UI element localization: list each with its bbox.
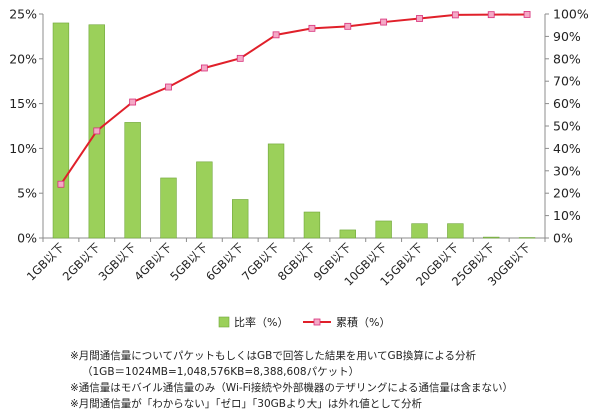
bar <box>267 143 285 239</box>
x-tick-label: 2GB以下 <box>60 240 103 283</box>
bar <box>232 199 249 239</box>
x-tick-labels: 1GB以下2GB以下3GB以下4GB以下5GB以下6GB以下7GB以下8GB以下… <box>24 240 533 288</box>
bar <box>160 177 177 239</box>
x-tick-label: 3GB以下 <box>96 240 139 283</box>
line-point <box>129 98 137 106</box>
line-point <box>451 11 459 19</box>
bar <box>303 211 321 239</box>
bar <box>518 237 536 239</box>
legend-line-label: 累積（%） <box>336 315 390 329</box>
bar <box>52 22 70 239</box>
y-right-tick-label: 20% <box>553 186 581 201</box>
y-left-tick-label: 15% <box>9 96 37 111</box>
y-right-tick-label: 30% <box>553 163 581 178</box>
y-left-tick-label: 5% <box>17 186 37 201</box>
bar-series <box>52 22 536 239</box>
x-tick-label: 5GB以下 <box>167 240 210 283</box>
legend-line-marker <box>313 318 321 326</box>
footnotes: ※月間通信量についてパケットもしくはGBで回答した結果を用いてGB換算による分析… <box>70 348 595 412</box>
bar <box>483 236 500 239</box>
y-right-tick-label: 0% <box>553 231 573 246</box>
line-point <box>344 22 352 30</box>
line-point <box>380 18 388 26</box>
line-point <box>165 83 172 91</box>
line-point <box>200 64 208 72</box>
bar <box>196 161 213 239</box>
y-right-tick-label: 40% <box>553 141 581 156</box>
x-tick-label: 4GB以下 <box>131 240 174 283</box>
line-point <box>93 127 101 135</box>
bar <box>375 220 392 239</box>
y-right-tick-label: 70% <box>553 74 581 89</box>
line-point <box>487 11 495 19</box>
line-point <box>416 15 423 22</box>
y-left-tick-label: 20% <box>9 51 37 66</box>
bar <box>447 223 464 239</box>
line-point <box>236 54 244 62</box>
footnote-4: ※月間通信量が「わからない」「ゼロ」「30GBより大」は外れ値として分析 <box>70 398 422 410</box>
y-right-tick-label: 60% <box>553 96 581 111</box>
bar <box>124 122 141 239</box>
bar <box>411 223 428 239</box>
legend-bar-label: 比率（%） <box>234 315 288 329</box>
footnote-1: ※月間通信量についてパケットもしくはGBで回答した結果を用いてGB換算による分析 <box>70 350 477 362</box>
chart-area: 0% 5% 10% 15% 20% 25% 0% 10% 20% 30% 40% 50% 60% 70% 8… <box>9 7 589 330</box>
legend: 比率（%） 累積（%） <box>218 315 390 329</box>
line-series <box>57 11 531 188</box>
bar <box>339 229 356 239</box>
y-right-tick-label: 80% <box>553 51 581 66</box>
y-right-tick-label: 100% <box>553 7 589 22</box>
line-point <box>308 24 316 32</box>
cumulative-line <box>60 13 528 185</box>
line-point <box>57 180 65 188</box>
x-tick-label: 1GB以下 <box>24 240 67 283</box>
y-left-tick-label: 0% <box>17 231 37 246</box>
x-tick-label: 7GB以下 <box>239 240 282 283</box>
x-tick-label: 6GB以下 <box>203 240 246 283</box>
x-tick-label: 8GB以下 <box>275 240 318 283</box>
line-point <box>272 31 280 39</box>
footnote-2: （1GB＝1024MB=1,048,576KB=8,388,608パケット） <box>82 366 360 378</box>
y-left-tick-label: 25% <box>9 7 37 22</box>
y-right-tick-label: 10% <box>553 208 581 223</box>
line-point <box>523 11 531 18</box>
footnote-3: ※通信量はモバイル通信量のみ（Wi-Fi接続や外部機器のテザリングによる通信量は… <box>70 382 514 394</box>
y-left-tick-label: 10% <box>9 141 37 156</box>
legend-bar-swatch <box>218 316 230 328</box>
y-right-tick-label: 50% <box>553 119 581 134</box>
chart-axes: 0% 5% 10% 15% 20% 25% 0% 10% 20% 30% 40% 50% 60% 70% 8… <box>9 7 589 246</box>
y-right-tick-label: 90% <box>553 29 581 44</box>
